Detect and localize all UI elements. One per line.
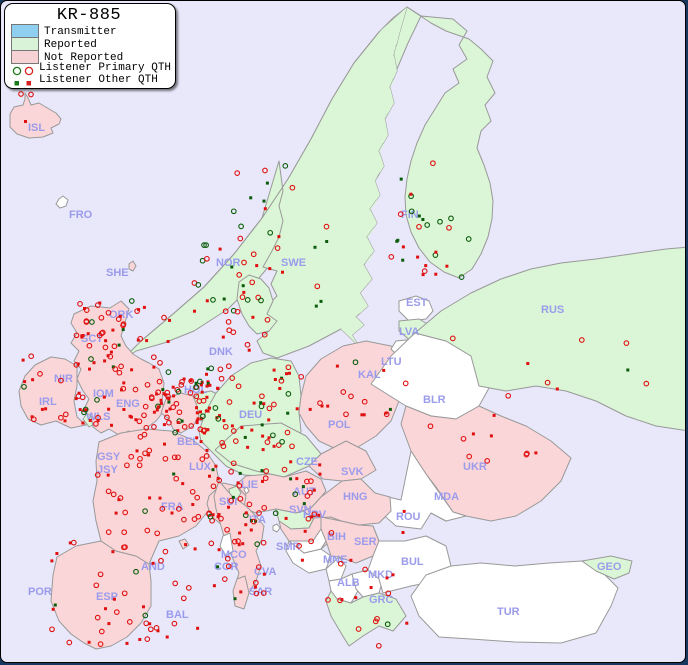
- svg-text:CVA: CVA: [254, 566, 276, 578]
- svg-text:IRL: IRL: [39, 396, 57, 408]
- svg-text:ISL: ISL: [28, 122, 45, 134]
- svg-text:MNE: MNE: [323, 554, 347, 566]
- svg-text:ENG: ENG: [116, 398, 140, 410]
- svg-text:DNK: DNK: [209, 346, 233, 358]
- svg-text:SAR: SAR: [249, 586, 272, 598]
- svg-text:SER: SER: [354, 536, 377, 548]
- svg-text:ROU: ROU: [396, 511, 421, 523]
- svg-text:MCO: MCO: [221, 549, 247, 561]
- svg-text:MDA: MDA: [434, 491, 459, 503]
- svg-text:POL: POL: [328, 419, 351, 431]
- svg-text:SHE: SHE: [106, 267, 129, 279]
- svg-text:MKD: MKD: [368, 569, 393, 581]
- svg-text:FRO: FRO: [69, 209, 93, 221]
- svg-text:ESP: ESP: [96, 591, 118, 603]
- svg-text:SVK: SVK: [341, 466, 364, 478]
- svg-text:DEU: DEU: [239, 409, 262, 421]
- svg-text:CZE: CZE: [296, 456, 318, 468]
- svg-text:BAL: BAL: [166, 609, 189, 621]
- svg-text:POR: POR: [28, 586, 52, 598]
- svg-text:LUX: LUX: [189, 461, 212, 473]
- svg-text:NIR: NIR: [54, 373, 73, 385]
- svg-text:GEO: GEO: [597, 561, 622, 573]
- svg-text:UKR: UKR: [463, 461, 487, 473]
- svg-text:BIH: BIH: [327, 531, 346, 543]
- svg-text:LVA: LVA: [399, 326, 419, 338]
- svg-text:TUR: TUR: [497, 606, 520, 618]
- svg-text:BUL: BUL: [401, 556, 424, 568]
- svg-text:LTU: LTU: [381, 356, 402, 368]
- svg-text:GRC: GRC: [369, 594, 394, 606]
- svg-text:KAL: KAL: [358, 369, 381, 381]
- svg-text:SWE: SWE: [281, 257, 306, 269]
- svg-text:HNG: HNG: [343, 491, 367, 503]
- svg-text:GSY: GSY: [97, 451, 121, 463]
- svg-text:EST: EST: [406, 297, 428, 309]
- svg-text:NOR: NOR: [216, 257, 241, 269]
- svg-text:BLR: BLR: [423, 394, 446, 406]
- svg-text:ALB: ALB: [337, 577, 360, 589]
- svg-text:LIE: LIE: [241, 479, 258, 491]
- svg-text:RUS: RUS: [541, 304, 564, 316]
